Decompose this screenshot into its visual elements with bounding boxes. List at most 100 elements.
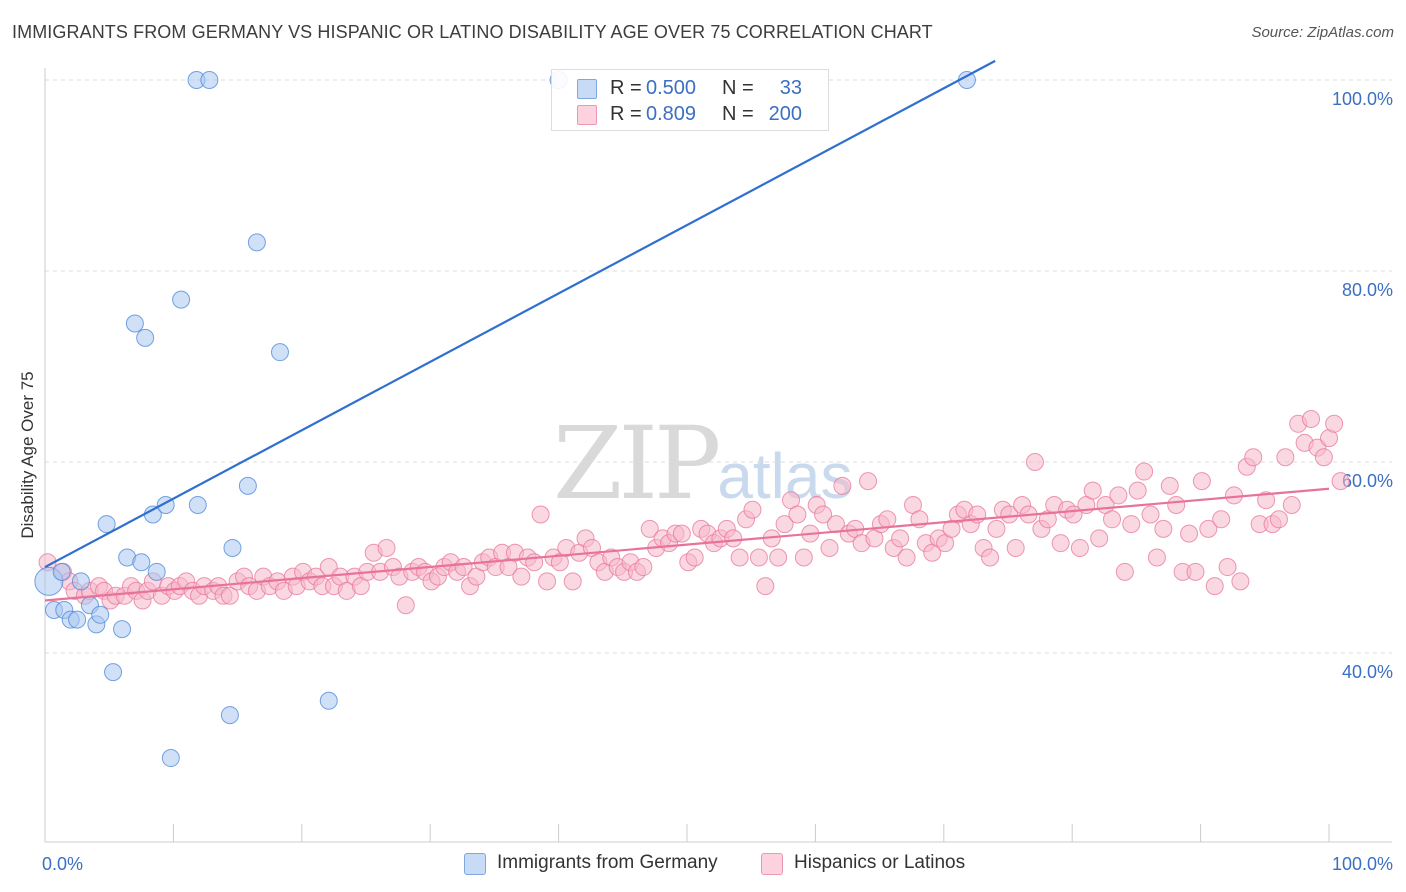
hispanic-point (1090, 529, 1109, 548)
hispanic-point (788, 505, 807, 524)
x-tick-label: 0.0% (42, 854, 83, 874)
hispanic-point (987, 519, 1006, 538)
y-tick-label: 40.0% (1342, 662, 1393, 682)
germany-trend-line (44, 59, 996, 569)
hispanic-point (1282, 495, 1301, 514)
y-tick-label: 80.0% (1342, 280, 1393, 300)
legend-r-label: R = (610, 103, 642, 125)
legend-row-germany: R = 0.500 N = 33 (552, 75, 828, 101)
hispanic-point (1192, 472, 1211, 491)
germany-point (319, 691, 338, 710)
hispanic-point (1212, 510, 1231, 529)
hispanic-point (531, 505, 550, 524)
hispanic-point (538, 572, 557, 591)
bottom-legend-label-germany: Immigrants from Germany (497, 852, 718, 873)
legend-n-label: N = (722, 77, 754, 99)
hispanic-point (1141, 505, 1160, 524)
hispanic-point (1314, 448, 1333, 467)
hispanic-point (1231, 572, 1250, 591)
hispanic-point (814, 505, 833, 524)
hispanic-point (724, 529, 743, 548)
hispanic-point (1269, 510, 1288, 529)
germany-point (200, 71, 219, 89)
hispanic-point (1000, 505, 1019, 524)
hispanic-point (1160, 476, 1179, 495)
germany-point (223, 538, 242, 557)
hispanic-point (1051, 534, 1070, 553)
bottom-legend-swatch-germany (464, 853, 486, 875)
hispanic-point (756, 577, 775, 596)
hispanic-point (1199, 519, 1218, 538)
hispanic-point (1186, 562, 1205, 581)
hispanic-point (563, 572, 582, 591)
legend-n-value: 200 (768, 103, 802, 125)
germany-point (132, 553, 151, 572)
bottom-legend-swatch-hispanic (761, 853, 783, 875)
legend-n-value: 33 (779, 77, 802, 99)
germany-point (104, 663, 123, 682)
hispanic-point (878, 510, 897, 529)
hispanic-point (512, 567, 531, 586)
hispanic-point (820, 538, 839, 557)
hispanic-point (1257, 491, 1276, 510)
hispanic-point (897, 548, 916, 567)
hispanic-point (1244, 448, 1263, 467)
zipatlas-watermark: ZIPatlas (553, 405, 852, 522)
germany-point (172, 290, 191, 309)
hispanic-point (1276, 448, 1295, 467)
hispanic-point (1180, 524, 1199, 543)
hispanic-point (769, 548, 788, 567)
hispanic-point (640, 519, 659, 538)
hispanic-point (1302, 410, 1321, 429)
chart-title: IMMIGRANTS FROM GERMANY VS HISPANIC OR L… (12, 22, 933, 42)
hispanic-point (1325, 414, 1344, 433)
germany-point (113, 620, 132, 639)
hispanic-point (220, 586, 239, 605)
hispanic-point (1103, 510, 1122, 529)
germany-point (220, 706, 239, 725)
hispanic-point (672, 524, 691, 543)
hispanic-point (1070, 538, 1089, 557)
legend-n-label: N = (722, 103, 754, 125)
hispanic-point (377, 538, 396, 557)
hispanic-point (981, 548, 1000, 567)
legend-swatch-germany (577, 79, 597, 99)
germany-point (71, 572, 90, 591)
hispanic-point (1147, 548, 1166, 567)
legend-r-value: 0.500 (646, 77, 697, 99)
hispanic-point (891, 529, 910, 548)
hispanic-point (1115, 562, 1134, 581)
germany-point (136, 328, 155, 347)
germany-point (238, 476, 257, 495)
hispanic-point (743, 500, 762, 519)
x-tick-label: 100.0% (1332, 854, 1393, 874)
hispanic-point (396, 596, 415, 615)
germany-point (247, 233, 266, 252)
bottom-legend-label-hispanic: Hispanics or Latinos (794, 852, 966, 873)
hispanic-point (1331, 472, 1350, 491)
germany-point (147, 562, 166, 581)
source-credit: Source: ZipAtlas.com (1251, 24, 1394, 41)
hispanic-point (730, 548, 749, 567)
hispanic-point (1083, 481, 1102, 500)
y-tick-label: 60.0% (1342, 471, 1393, 491)
germany-point (125, 314, 144, 333)
germany-point (161, 749, 180, 768)
germany-point (97, 515, 116, 534)
hispanic-point (1109, 486, 1128, 505)
hispanic-point (859, 472, 878, 491)
germany-point (52, 562, 71, 581)
hispanic-point (775, 515, 794, 534)
hispanic-trend-line (44, 487, 1330, 602)
watermark-zip: ZIP (553, 405, 721, 522)
legend-r-value: 0.809 (646, 103, 697, 125)
legend-row-hispanic: R = 0.809 N = 200 (552, 101, 828, 127)
germany-point (270, 343, 289, 362)
hispanic-point (1006, 538, 1025, 557)
hispanic-point (1122, 515, 1141, 534)
hispanic-point (1135, 462, 1154, 481)
germany-point (188, 495, 207, 514)
hispanic-point (685, 548, 704, 567)
legend-r-label: R = (610, 77, 642, 99)
